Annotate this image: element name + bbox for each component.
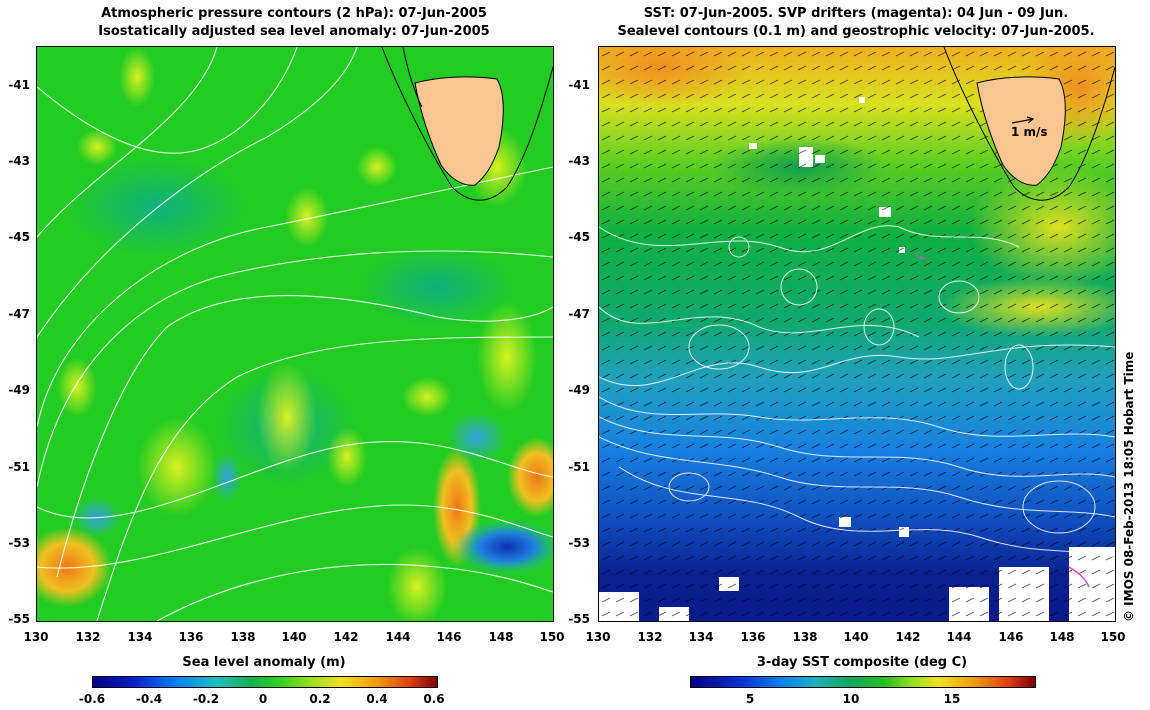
left-x-tick: 148 [488, 630, 514, 644]
right-y-tick: -43 [568, 154, 590, 168]
right-x-tick: 132 [637, 630, 663, 644]
left-x-tick: 142 [333, 630, 359, 644]
tasmania-landmass [976, 76, 1066, 186]
right-x-tick: 134 [688, 630, 714, 644]
left-x-tick: 134 [127, 630, 153, 644]
left-y-tick: -51 [8, 460, 30, 474]
right-colorbar-tick: 5 [745, 692, 755, 706]
left-colorbar-tick: 0.2 [309, 692, 331, 706]
left-colorbar-tick: -0.6 [78, 692, 106, 706]
right-x-tick: 140 [843, 630, 869, 644]
right-x-tick: 138 [792, 630, 818, 644]
right-colorbar-tick: 10 [842, 692, 860, 706]
right-y-tick: -41 [568, 78, 590, 92]
right-title-line2: Sealevel contours (0.1 m) and geostrophi… [617, 24, 1095, 39]
right-y-tick: -51 [568, 460, 590, 474]
left-colorbar-tick: -0.4 [135, 692, 163, 706]
left-x-tick: 150 [539, 630, 565, 644]
imos-credit: © IMOS 08-Feb-2013 18:05 Hobart Time [1122, 351, 1136, 622]
right-colorbar-tick: 15 [943, 692, 961, 706]
left-y-tick: -53 [8, 536, 30, 550]
sea-level-anomaly-map [36, 46, 554, 622]
sst-field [599, 47, 1115, 621]
left-y-tick: -43 [8, 154, 30, 168]
left-title-line2: Isostatically adjusted sea level anomaly… [98, 24, 490, 39]
right-x-tick: 130 [585, 630, 611, 644]
left-colorbar-tick: -0.2 [192, 692, 220, 706]
right-x-tick: 150 [1100, 630, 1126, 644]
velocity-scale-label: 1 m/s [1011, 125, 1048, 139]
right-x-tick: 136 [740, 630, 766, 644]
left-colorbar-title: Sea level anomaly (m) [182, 655, 346, 670]
left-y-tick: -55 [8, 612, 30, 626]
right-x-tick: 148 [1049, 630, 1075, 644]
right-y-tick: -47 [568, 307, 590, 321]
right-y-tick: -45 [568, 230, 590, 244]
left-x-tick: 136 [178, 630, 204, 644]
sst-map: 1 m/s [598, 46, 1116, 622]
left-colorbar-tick: 0.4 [366, 692, 388, 706]
left-x-tick: 140 [281, 630, 307, 644]
right-x-tick: 142 [895, 630, 921, 644]
sst-colorbar [690, 676, 1036, 688]
left-x-tick: 130 [23, 630, 49, 644]
right-y-tick: -49 [568, 383, 590, 397]
right-y-tick: -53 [568, 536, 590, 550]
left-colorbar-tick: 0.6 [423, 692, 445, 706]
left-y-tick: -45 [8, 230, 30, 244]
sea-level-colorbar [92, 676, 438, 688]
right-x-tick: 146 [998, 630, 1024, 644]
velocity-scale-arrow [1011, 116, 1035, 124]
right-x-tick: 144 [946, 630, 972, 644]
tasmania-landmass [414, 76, 504, 186]
left-x-tick: 138 [230, 630, 256, 644]
left-title-line1: Atmospheric pressure contours (2 hPa): 0… [101, 6, 487, 21]
left-colorbar-tick: 0 [258, 692, 268, 706]
right-y-tick: -55 [568, 612, 590, 626]
left-x-tick: 144 [385, 630, 411, 644]
left-y-tick: -49 [8, 383, 30, 397]
right-title-line1: SST: 07-Jun-2005. SVP drifters (magenta)… [643, 6, 1069, 21]
left-y-tick: -41 [8, 78, 30, 92]
sea-level-anomaly-field [37, 47, 553, 621]
right-colorbar-title: 3-day SST composite (deg C) [756, 655, 968, 670]
left-x-tick: 146 [436, 630, 462, 644]
left-y-tick: -47 [8, 307, 30, 321]
left-x-tick: 132 [75, 630, 101, 644]
